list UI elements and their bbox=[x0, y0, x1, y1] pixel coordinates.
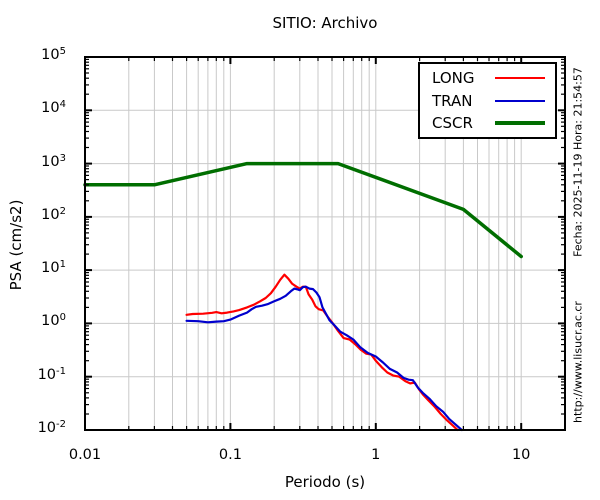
y-tick-label: 105 bbox=[41, 46, 66, 64]
y-tick-label: 10-2 bbox=[37, 419, 66, 437]
legend-label-long: LONG bbox=[432, 68, 475, 87]
y-tick-label: 10-1 bbox=[37, 365, 66, 383]
legend: LONG TRAN CSCR bbox=[418, 62, 557, 139]
legend-row-tran: TRAN bbox=[432, 92, 545, 110]
plot-border bbox=[84, 56, 566, 431]
legend-label-cscr: CSCR bbox=[432, 114, 473, 133]
legend-swatch-tran bbox=[495, 99, 545, 102]
x-tick-label: 1 bbox=[371, 447, 381, 463]
series-tran-line bbox=[185, 285, 463, 432]
series-long-line bbox=[185, 273, 459, 432]
y-tick-label: 104 bbox=[41, 99, 66, 117]
legend-swatch-long bbox=[495, 76, 545, 79]
x-tick-label: 0.01 bbox=[68, 447, 102, 463]
legend-row-long: LONG bbox=[432, 69, 545, 87]
y-axis-label: PSA (cm/s2) bbox=[7, 199, 25, 291]
y-tick-label: 101 bbox=[41, 259, 66, 277]
y-tick-label: 103 bbox=[41, 152, 66, 170]
legend-label-tran: TRAN bbox=[432, 91, 473, 110]
datetime-stamp: Fecha: 2025-11-19 Hora: 21:54:57 bbox=[571, 67, 585, 257]
x-axis-label: Periodo (s) bbox=[284, 473, 366, 491]
series-cscr-line bbox=[83, 161, 523, 259]
x-tick-label: 10 bbox=[511, 447, 531, 463]
x-tick-label: 0.1 bbox=[218, 447, 242, 463]
website-url: http://www.lisucr.ac.cr bbox=[571, 301, 585, 423]
y-tick-label: 102 bbox=[41, 205, 66, 223]
y-tick-label: 100 bbox=[41, 312, 66, 330]
legend-swatch-cscr bbox=[495, 121, 545, 126]
legend-row-cscr: CSCR bbox=[432, 114, 545, 132]
chart-title: SITIO: Archivo bbox=[272, 14, 378, 32]
